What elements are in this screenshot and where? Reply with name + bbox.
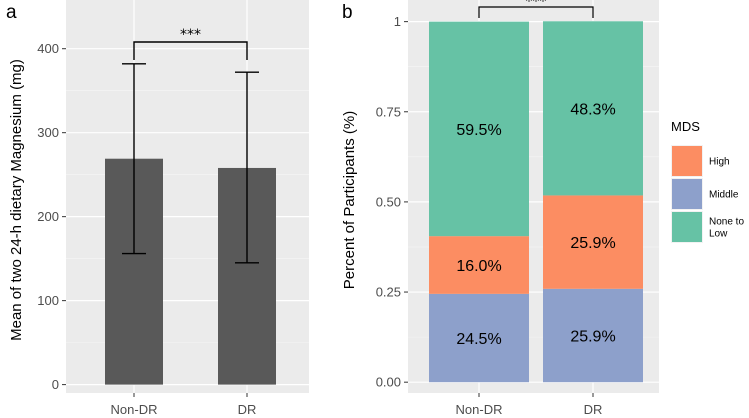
legend-label-middle: Middle — [709, 190, 739, 201]
segment-non-dr-middle — [429, 293, 529, 383]
y-tick-label: 0.75 — [376, 104, 401, 119]
x-tick-label: Non-DR — [456, 402, 503, 417]
segment-label: 25.9% — [570, 235, 615, 252]
x-tick-label: DR — [238, 402, 257, 417]
y-tick-label: 400 — [37, 41, 59, 56]
y-tick-label: 1 — [394, 14, 401, 29]
legend-key-high — [672, 146, 702, 176]
legend-key-none-to-low — [672, 212, 702, 242]
x-tick-label: DR — [584, 402, 603, 417]
segment-dr-middle — [543, 288, 643, 383]
panel-a-magnesium-chart: *** 0 100 200 300 400 Non-DR DR Mean of two 24-h… — [6, 0, 309, 417]
legend-title: MDS — [671, 119, 700, 134]
y-tick-label: 300 — [37, 125, 59, 140]
y-tick-label: 200 — [37, 209, 59, 224]
segment-non-dr-high — [429, 236, 529, 294]
panel-letter-b: b — [342, 2, 353, 23]
segment-label: 59.5% — [456, 122, 501, 139]
y-tick-label: 100 — [37, 293, 59, 308]
y-axis-title: Mean of two 24-h dietary Magnesium (mg) — [8, 59, 25, 341]
y-tick-label: 0.50 — [376, 194, 401, 209]
significance-bracket — [133, 41, 248, 60]
legend-label-high: High — [709, 157, 730, 168]
segment-dr-none-to-low — [543, 21, 643, 196]
segment-label: 25.9% — [570, 328, 615, 345]
segment-label: 24.5% — [456, 331, 501, 348]
significance-label: *** — [180, 27, 201, 43]
segment-label: 48.3% — [570, 101, 615, 118]
legend-label-none-to-low: None to — [709, 217, 744, 228]
significance-label: *** — [526, 0, 547, 10]
x-tick-label: Non-DR — [111, 402, 158, 417]
significance-bracket — [478, 6, 594, 18]
y-tick-label: 0.25 — [376, 285, 401, 300]
y-tick-label: 0 — [52, 377, 59, 392]
legend-label-none-to-low: Low — [709, 229, 728, 240]
segment-label: 16.0% — [456, 258, 501, 275]
y-tick-label: 0.00 — [376, 375, 401, 390]
legend-key-middle — [672, 179, 702, 209]
panel-letter-a: a — [6, 2, 17, 23]
y-axis-title: Percent of Participants (%) — [341, 111, 358, 289]
panel-b-mds-stacked-chart: 24.5% 16.0% 59.5% 25.9% 25.9% 48.3% *** 0.00 0.2… — [341, 0, 744, 417]
segment-dr-high — [543, 195, 643, 289]
segment-non-dr-none-to-low — [429, 21, 529, 237]
